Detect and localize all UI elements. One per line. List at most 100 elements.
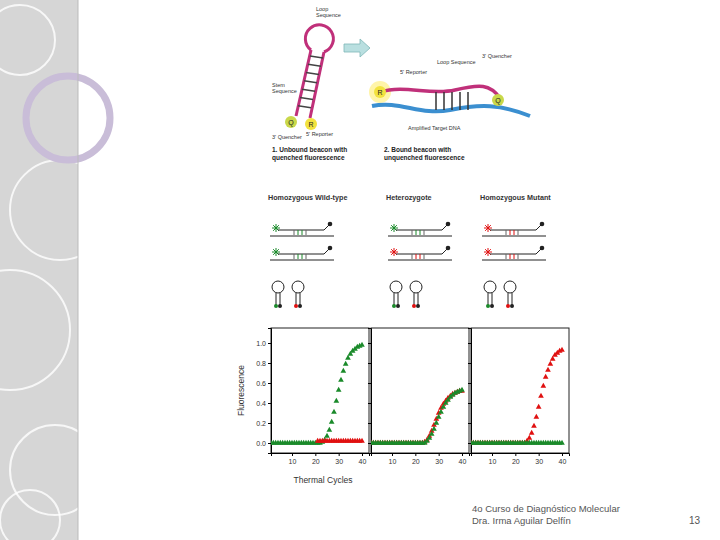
data-point	[540, 383, 546, 388]
label: quenched fluorescence	[272, 154, 345, 162]
base-pair	[514, 254, 515, 259]
stem-rung	[302, 89, 315, 91]
x-tick-mark	[439, 453, 440, 456]
plot-marks	[271, 342, 365, 445]
x-axis-title: Thermal Cycles	[293, 475, 352, 485]
quencher-dot	[446, 246, 451, 251]
base-pair	[506, 230, 507, 235]
hairpin-fluor	[274, 304, 278, 308]
x-tick-mark	[392, 453, 393, 456]
y-tick-mark	[468, 383, 471, 384]
y-tick-mark	[368, 363, 371, 364]
y-tick-mark	[368, 423, 371, 424]
plot-frame	[471, 328, 569, 453]
hairpin-stem	[280, 293, 281, 305]
page-number: 13	[689, 515, 701, 526]
data-point	[338, 377, 344, 382]
x-tick: 20	[512, 453, 520, 465]
quencher-letter: Q	[495, 97, 501, 105]
y-tick-mark	[468, 423, 471, 424]
base-pair	[420, 230, 421, 235]
footer: 4o Curso de Diagnóstico MolecularDra. Ir…	[472, 503, 700, 526]
data-point	[533, 414, 539, 419]
y-tick-mark	[468, 403, 471, 404]
y-tick	[368, 423, 371, 424]
hairpin-fluor	[506, 304, 510, 308]
data-point	[333, 398, 339, 403]
hairpin-loop	[504, 281, 516, 293]
data-point	[326, 427, 332, 432]
probe	[490, 248, 542, 254]
slide: QRLoopSequenceStemSequence3' Quencher5' …	[0, 0, 720, 540]
y-tick: 0.0	[256, 440, 271, 447]
base-pair	[302, 230, 303, 235]
base-pair	[416, 230, 417, 235]
base-pair	[514, 230, 515, 235]
x-tick-mark	[415, 453, 416, 456]
base-pair	[510, 254, 511, 259]
y-tick-mark	[268, 423, 271, 424]
swirl	[0, 5, 55, 75]
plot-frame	[371, 328, 469, 453]
label: 3' Quencher	[272, 134, 302, 140]
y-tick-mark	[468, 363, 471, 364]
y-axis-line	[468, 329, 472, 454]
label: Homozygous Mutant	[480, 193, 551, 202]
target	[388, 260, 452, 261]
data-point	[359, 342, 365, 347]
target-dna	[372, 105, 530, 116]
x-tick: 10	[489, 453, 497, 465]
hairpin-stem	[398, 293, 399, 305]
hairpin-stem	[276, 293, 277, 305]
y-axis-title: Fluorescence	[236, 365, 246, 416]
y-axis: 0.00.20.40.60.81.0	[256, 329, 271, 454]
stem-rung	[304, 81, 317, 83]
data-point	[436, 414, 442, 419]
x-tick: 20	[412, 453, 420, 465]
hairpin-quencher	[298, 304, 302, 308]
chart-panel: 10203040	[468, 328, 570, 465]
y-tick	[468, 423, 471, 424]
probe	[278, 248, 330, 254]
y-tick-label: 0.2	[256, 420, 266, 427]
data-point	[324, 433, 330, 438]
x-tick-label: 10	[289, 458, 297, 465]
y-tick	[468, 363, 471, 364]
genotype-schematics: Homozygous Wild-typeHeterozygoteHomozygo…	[268, 193, 551, 308]
stem-rung	[300, 97, 313, 99]
x-tick-label: 10	[389, 458, 397, 465]
base-pair	[416, 254, 417, 259]
data-point	[536, 404, 542, 409]
hairpin-stem	[508, 293, 509, 305]
footer-text: 4o Curso de Diagnóstico Molecular	[472, 503, 620, 514]
x-tick: 10	[289, 453, 297, 465]
base-pair	[467, 92, 469, 110]
base-pair	[451, 92, 453, 110]
x-tick: 40	[459, 453, 467, 465]
x-tick-label: 40	[359, 458, 367, 465]
fluor-star	[391, 225, 397, 231]
swirl	[0, 270, 70, 390]
y-tick-label: 0.4	[256, 400, 266, 407]
base-pair	[506, 254, 507, 259]
x-tick-mark	[315, 453, 316, 456]
label: Sequence	[272, 88, 297, 94]
base-pair	[294, 254, 295, 259]
x-tick: 30	[335, 453, 343, 465]
hairpin-quencher	[278, 304, 282, 308]
hairpin-stem	[296, 293, 297, 305]
hairpin-loop	[410, 281, 422, 293]
probe	[396, 224, 448, 230]
y-tick	[368, 443, 371, 444]
stem-rung	[298, 106, 311, 108]
y-tick: 0.2	[256, 420, 271, 427]
x-axis: 10203040	[272, 453, 370, 465]
y-tick: 1.0	[256, 340, 271, 347]
base-pair	[412, 254, 413, 259]
plot-frame	[271, 328, 369, 453]
x-tick: 40	[559, 453, 567, 465]
quencher-dot	[328, 246, 333, 251]
y-tick-mark	[268, 343, 271, 344]
data-point	[336, 387, 342, 392]
quencher-dot	[328, 222, 333, 227]
